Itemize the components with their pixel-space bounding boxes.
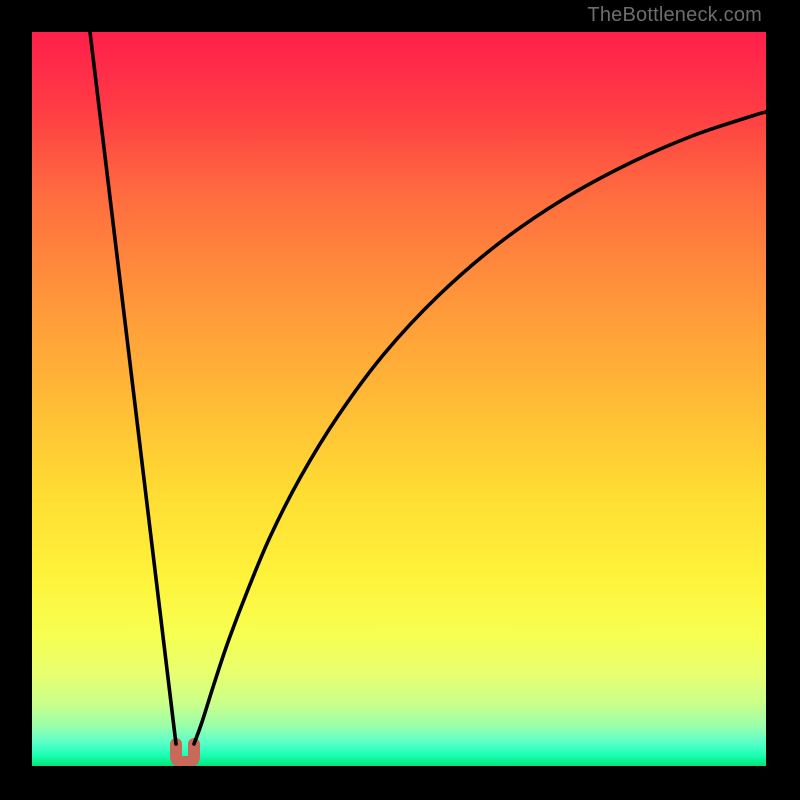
plot-frame-left	[0, 0, 32, 800]
plot-frame-bottom	[0, 766, 800, 800]
watermark-text: TheBottleneck.com	[587, 4, 762, 27]
plot-frame-right	[766, 0, 800, 800]
plot-area	[32, 32, 766, 766]
bottleneck-chart	[32, 32, 766, 766]
chart-background	[32, 32, 766, 766]
